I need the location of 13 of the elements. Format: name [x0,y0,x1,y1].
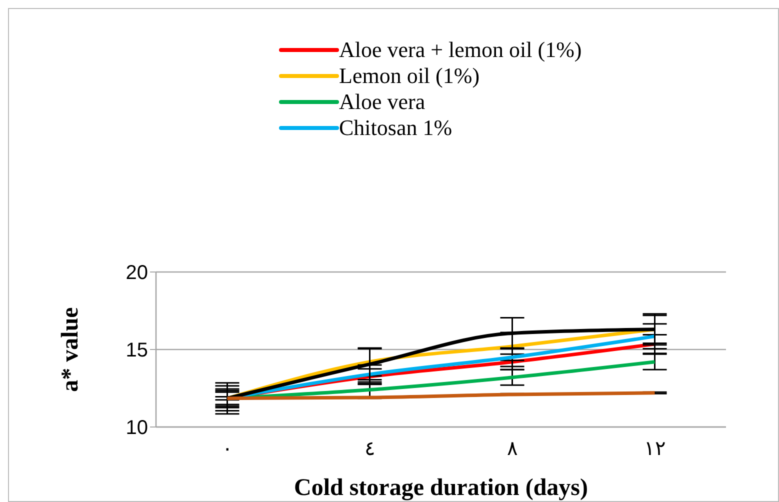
x-tick-label: ٤ [364,438,376,460]
legend-label: Chitosan 1% [339,115,452,141]
y-axis-title: a* value [58,306,84,392]
y-tick-label: 20 [126,262,148,284]
legend-label: Aloe vera [339,89,426,115]
x-tick-label: ٨ [506,438,518,460]
legend-label: Aloe vera + lemon oil (1%) [339,37,582,63]
x-tick-label: ٠ [222,438,233,460]
legend-label: Lemon oil (1%) [339,63,480,89]
x-tick-label: ١٢ [644,438,666,460]
x-axis-title: Cold storage duration (days) [294,475,588,501]
y-tick-label: 10 [126,417,148,440]
y-tick-label: 15 [126,340,148,362]
